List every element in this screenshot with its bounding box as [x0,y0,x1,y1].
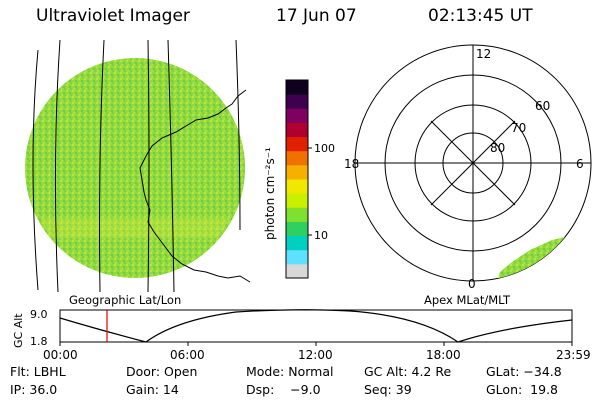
colorbar-band [286,164,308,180]
earth-disc [25,58,245,278]
filter-info: Flt: LBHL [10,364,66,379]
colorbar-tick-100: 100 [314,142,335,155]
mlt-label-12: 12 [476,47,491,61]
colorbar-band [286,263,308,279]
altitude-xtick-1: 06:00 [170,348,205,362]
mlt-label-6: 6 [576,157,584,171]
colorbar-tick-10: 10 [314,229,328,242]
glat-info: GLat: −34.8 [486,364,562,379]
seq-info: Seq: 39 [364,382,412,397]
mlt-label-18: 18 [344,157,359,171]
polar-plot [354,44,592,282]
altitude-curve [59,309,573,343]
colorbar-band [286,235,308,251]
geographic-image [25,40,251,293]
altitude-ytick-min: 1.8 [30,335,48,348]
colorbar-band [286,80,308,95]
left-panel-label: Geographic Lat/Lon [69,293,181,307]
altitude-xtick-2: 12:00 [298,348,333,362]
coastline [139,89,251,283]
altitude-plot-frame [59,309,573,343]
longitude-lines [32,40,241,293]
gc-alt-info: GC Alt: 4.2 Re [364,364,452,379]
altitude-xtick-0: 00:00 [43,348,78,362]
dsp-info: Dsp: −9.0 [246,382,321,397]
colorbar-band [286,221,308,237]
colorbar-band [286,136,308,152]
colorbar-band [286,94,308,109]
mlt-label-0: 0 [468,277,476,291]
colorbar-unit-label: photon cm⁻²s⁻¹ [263,147,277,240]
gain-info: Gain: 14 [126,382,179,397]
colorbar-band [286,150,308,166]
altitude-xtick-3: 18:00 [426,348,461,362]
colorbar-band [286,207,308,222]
ip-info: IP: 36.0 [10,382,58,397]
colorbar-band [286,193,308,208]
mlat-label-80: 80 [490,141,505,155]
mode-info: Mode: Normal [246,364,334,379]
colorbar-band [286,249,308,265]
instrument-title: Ultraviolet Imager [36,6,190,26]
altitude-xtick-4: 23:59 [556,348,591,362]
colorbar-band [286,108,308,123]
time-label: 02:13:45 UT [428,6,533,26]
right-panel-label: Apex MLat/MLT [424,293,511,307]
glon-info: GLon: 19.8 [486,382,558,397]
auroral-blob [496,236,591,281]
door-info: Door: Open [126,364,198,379]
altitude-ylabel: GC Alt [12,313,25,348]
colorbar-band [286,122,308,138]
date-label: 17 Jun 07 [276,6,357,26]
colorbar-band [286,179,308,194]
colorbar-frame [285,79,309,279]
altitude-xticks [59,342,573,346]
mlat-label-70: 70 [511,121,526,135]
mlat-label-60: 60 [535,99,550,113]
altitude-ytick-max: 9.0 [30,308,48,321]
colorbar [286,80,308,279]
